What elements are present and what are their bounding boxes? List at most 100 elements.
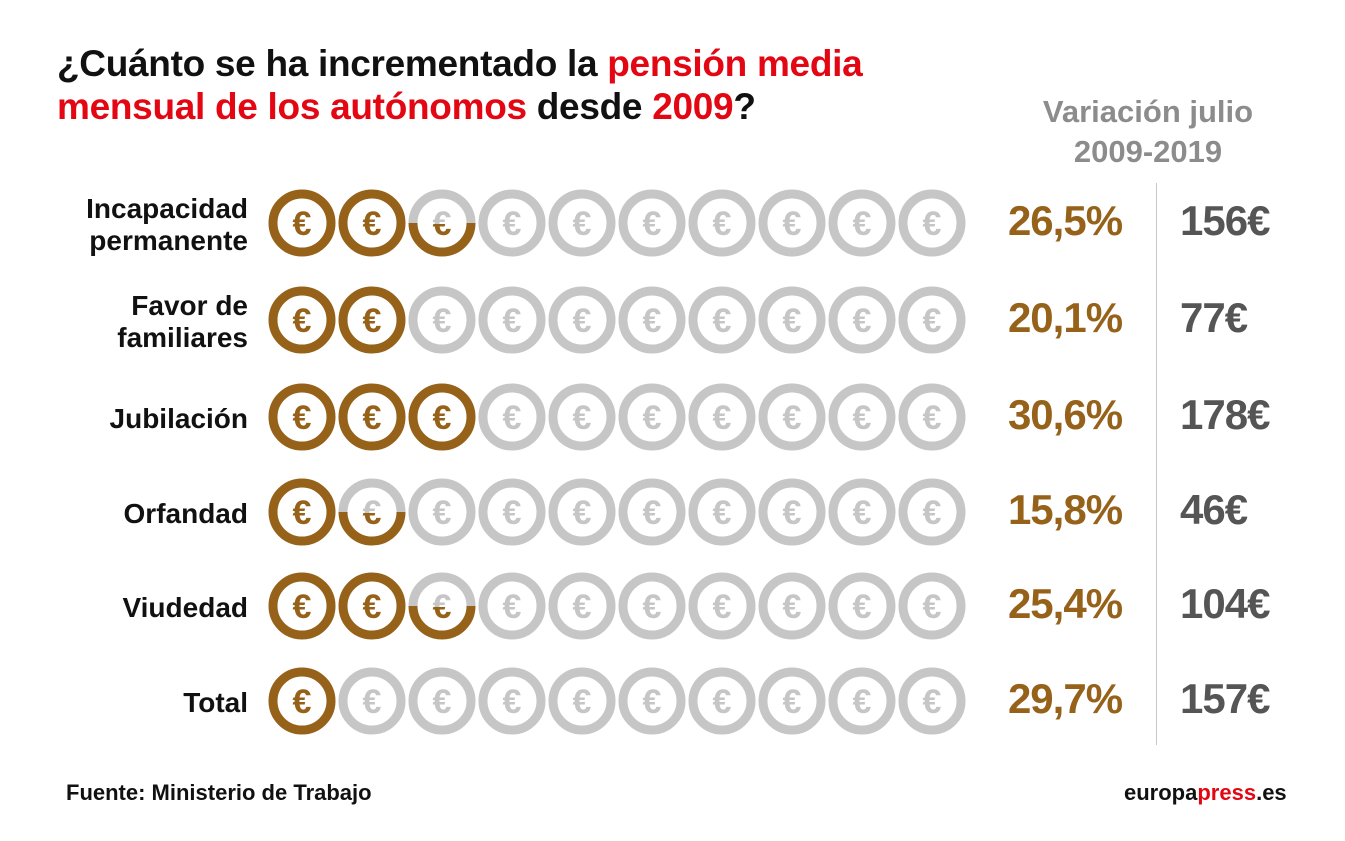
svg-text:€: € bbox=[783, 399, 802, 437]
euro-coin-icon: € bbox=[478, 667, 546, 735]
euro-coin-icon: € bbox=[548, 572, 616, 640]
row-label-line: Jubilación bbox=[109, 403, 248, 434]
euro-coin-icon: € bbox=[408, 667, 476, 735]
header-line: Variación julio bbox=[1042, 94, 1254, 129]
svg-text:€: € bbox=[433, 302, 452, 340]
euro-coin-icon: € bbox=[618, 667, 686, 735]
euro-coin-icon: € bbox=[478, 286, 546, 354]
row-label: Orfandad bbox=[124, 498, 248, 530]
euro-coin-icon: € bbox=[408, 478, 476, 546]
row-label-line: Total bbox=[183, 687, 248, 718]
svg-text:€: € bbox=[503, 205, 522, 243]
svg-text:€: € bbox=[573, 683, 592, 721]
euro-coin-icon: € bbox=[338, 383, 406, 451]
svg-text:€: € bbox=[853, 399, 872, 437]
euro-coin-icon: € bbox=[548, 189, 616, 257]
row-label-line: Orfandad bbox=[123, 498, 248, 529]
percent-label: 15,8% bbox=[1007, 486, 1123, 533]
euro-coin-icon: € bbox=[688, 383, 756, 451]
euro-coin-icon: € bbox=[478, 572, 546, 640]
svg-text:€: € bbox=[923, 683, 942, 721]
euro-coin-icon: € bbox=[338, 572, 406, 640]
svg-text:€: € bbox=[643, 302, 662, 340]
title-text: desde bbox=[526, 86, 653, 127]
svg-text:€: € bbox=[923, 494, 942, 532]
euro-coin-icon: € bbox=[338, 189, 406, 257]
title-highlight: pensión media bbox=[607, 43, 863, 84]
title-highlight: mensual de los autónomos bbox=[57, 86, 527, 127]
euro-coin-icon: € bbox=[898, 286, 966, 354]
svg-text:€: € bbox=[293, 683, 312, 721]
amount-label: 46€ bbox=[1180, 486, 1248, 533]
euro-coin-icon: € bbox=[408, 286, 476, 354]
euro-coin-icon: € bbox=[548, 667, 616, 735]
euro-coin-icon: € bbox=[828, 478, 896, 546]
amount-label: 157€ bbox=[1180, 675, 1270, 722]
svg-text:€: € bbox=[363, 205, 382, 243]
euro-coin-icon: € bbox=[758, 478, 826, 546]
euro-coin-icon: € bbox=[758, 286, 826, 354]
euro-coin-icon: € bbox=[688, 572, 756, 640]
euro-coin-icon: € bbox=[758, 572, 826, 640]
svg-text:€: € bbox=[363, 588, 382, 626]
svg-text:€: € bbox=[853, 205, 872, 243]
euro-coin-icon: € bbox=[548, 478, 616, 546]
euro-coin-icon: € bbox=[828, 572, 896, 640]
euro-coin-icon: € bbox=[268, 572, 336, 640]
row-label: Viudedad bbox=[122, 592, 248, 624]
svg-text:€: € bbox=[293, 399, 312, 437]
svg-text:€: € bbox=[923, 205, 942, 243]
euro-coin-icon: € bbox=[898, 667, 966, 735]
header-line: 2009-2019 bbox=[1073, 134, 1223, 169]
euro-coin-icon: € bbox=[828, 667, 896, 735]
svg-text:€: € bbox=[293, 205, 312, 243]
svg-text:€: € bbox=[713, 494, 732, 532]
row-label-line: familiares bbox=[117, 322, 248, 353]
title-text: ? bbox=[733, 86, 756, 127]
row-label: Favor de familiares bbox=[117, 290, 248, 354]
svg-text:€: € bbox=[783, 494, 802, 532]
svg-text:€: € bbox=[713, 302, 732, 340]
euro-coin-icon: € bbox=[688, 478, 756, 546]
euro-coin-icon: € bbox=[898, 572, 966, 640]
svg-text:€: € bbox=[363, 302, 382, 340]
svg-text:€: € bbox=[433, 588, 452, 626]
svg-text:€: € bbox=[853, 683, 872, 721]
svg-text:€: € bbox=[293, 588, 312, 626]
percent-label: 20,1% bbox=[1007, 294, 1123, 341]
euro-coin-icon: € bbox=[338, 286, 406, 354]
percent-label: 29,7% bbox=[1007, 675, 1123, 722]
svg-text:€: € bbox=[503, 302, 522, 340]
svg-text:€: € bbox=[293, 302, 312, 340]
amount-label: 178€ bbox=[1180, 391, 1270, 438]
svg-text:€: € bbox=[503, 399, 522, 437]
euro-coin-icon: € bbox=[828, 189, 896, 257]
svg-text:€: € bbox=[713, 588, 732, 626]
amount-label: 156€ bbox=[1180, 197, 1270, 244]
chart-title: ¿Cuánto se ha incrementado la pensión me… bbox=[57, 42, 863, 128]
amount-label: 77€ bbox=[1180, 294, 1248, 341]
svg-text:€: € bbox=[433, 205, 452, 243]
euro-coin-icon: € bbox=[618, 189, 686, 257]
euro-coin-icon: € bbox=[828, 383, 896, 451]
svg-text:€: € bbox=[643, 588, 662, 626]
svg-text:€: € bbox=[503, 588, 522, 626]
euro-coin-icon: € bbox=[408, 189, 476, 257]
euro-coin-icon: € bbox=[268, 478, 336, 546]
svg-text:€: € bbox=[713, 683, 732, 721]
euro-coin-icon: € bbox=[338, 667, 406, 735]
divider bbox=[1156, 183, 1157, 745]
source-note: Fuente: Ministerio de Trabajo bbox=[66, 780, 372, 805]
euro-coin-icon: € bbox=[618, 478, 686, 546]
amount-label: 104€ bbox=[1180, 580, 1270, 627]
svg-text:€: € bbox=[293, 494, 312, 532]
svg-text:€: € bbox=[573, 399, 592, 437]
percent-label: 30,6% bbox=[1007, 391, 1123, 438]
svg-text:€: € bbox=[923, 399, 942, 437]
row-label-line: Viudedad bbox=[122, 592, 248, 623]
euro-coin-icon: € bbox=[478, 189, 546, 257]
euro-coin-icon: € bbox=[478, 478, 546, 546]
row-label-line: permanente bbox=[89, 225, 248, 256]
